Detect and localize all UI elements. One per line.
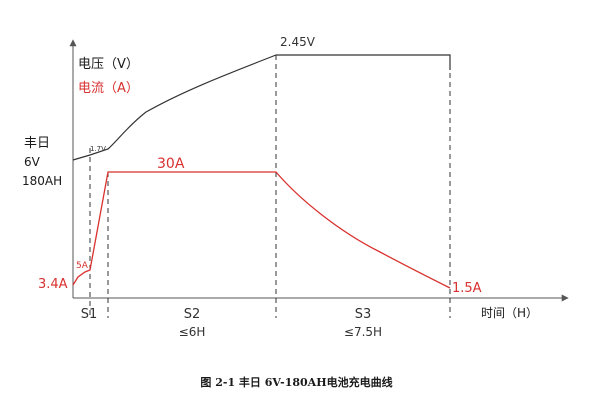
battery-brand: 丰日: [24, 136, 51, 151]
label-voltage-start: 1.7V: [90, 145, 106, 153]
legend-voltage: 电压（V）: [78, 57, 139, 72]
stage-label-s3: S3: [355, 307, 372, 322]
label-voltage-peak: 2.45V: [280, 35, 316, 49]
x-axis-label: 时间（H）: [481, 306, 539, 320]
stage-duration-s2: ≤6H: [179, 325, 206, 339]
voltage-line: [72, 54, 451, 161]
label-current-step: 5A: [76, 261, 89, 271]
label-current-constant: 30A: [157, 156, 185, 172]
battery-voltage: 6V: [24, 155, 40, 169]
current-line: [72, 171, 451, 289]
label-current-start: 3.4A: [38, 277, 68, 292]
stage-label-s1: S1: [81, 307, 98, 322]
stage-label-s2: S2: [184, 307, 201, 322]
figure-caption: 图 2-1 丰日 6V-180AH电池充电曲线: [200, 376, 393, 389]
stage-duration-s3: ≤7.5H: [344, 325, 382, 339]
legend-current: 电流（A）: [78, 81, 139, 96]
label-current-end: 1.5A: [452, 281, 482, 296]
battery-capacity: 180AH: [22, 174, 63, 188]
